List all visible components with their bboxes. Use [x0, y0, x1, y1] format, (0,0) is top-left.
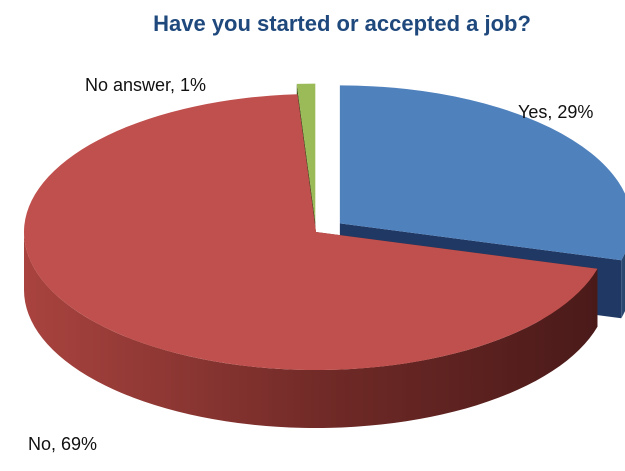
label-no-answer: No answer, 1%	[85, 75, 206, 95]
slice-top-no-answer	[296, 83, 316, 222]
slice-outer-face-no	[24, 232, 598, 428]
pie-top-layer	[23, 83, 625, 371]
label-no: No, 69%	[28, 434, 97, 454]
slice-top-yes	[339, 85, 625, 261]
chart-title: Have you started or accepted a job?	[153, 11, 531, 36]
slice-outer-face-yes	[621, 253, 625, 319]
slice-top-no	[23, 94, 598, 371]
label-yes: Yes, 29%	[518, 102, 593, 122]
